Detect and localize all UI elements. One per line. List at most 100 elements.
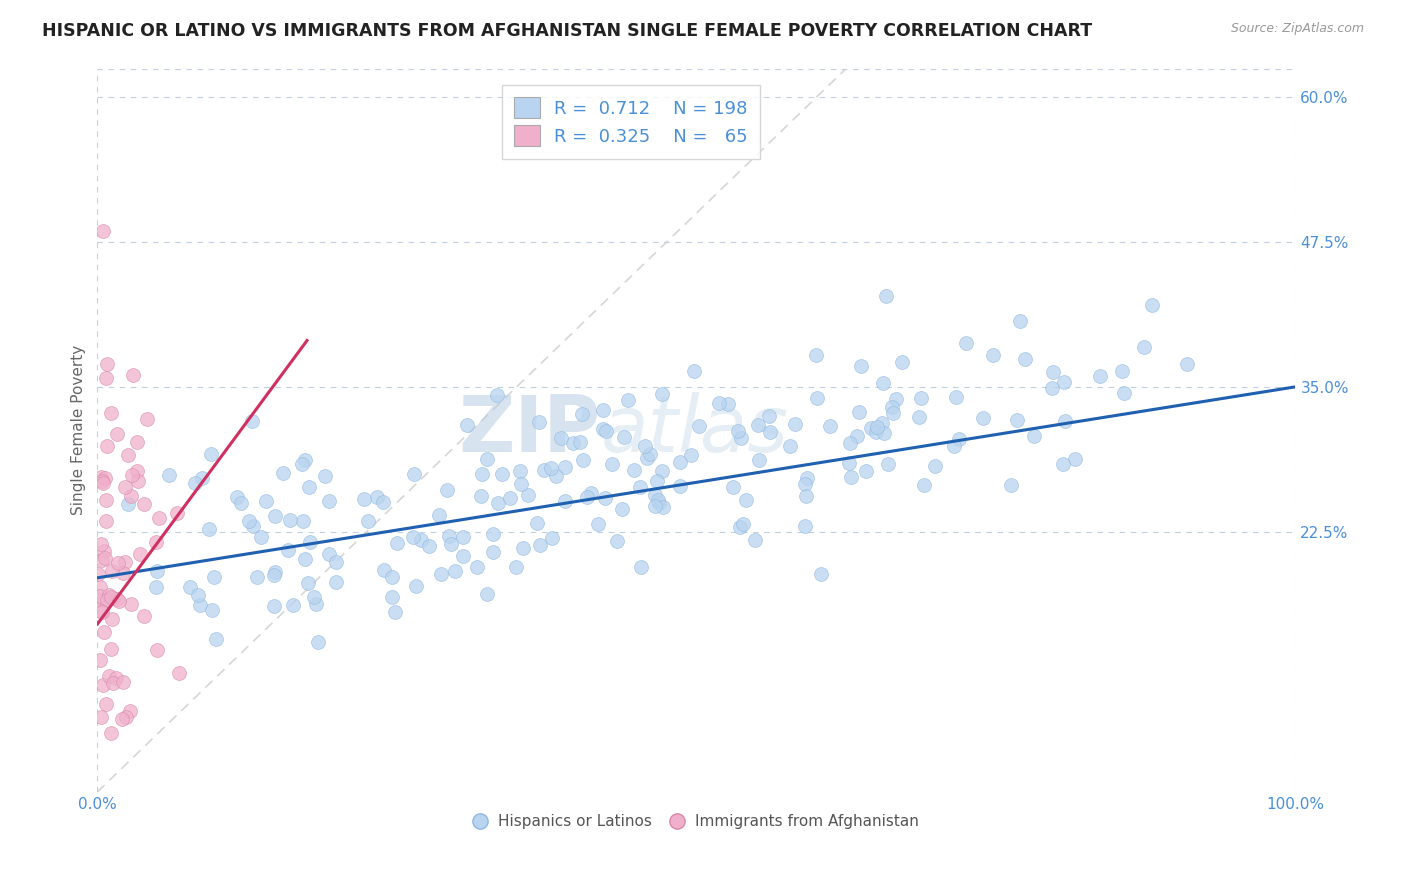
Point [972, 410, 994, 425]
Point [187, 588, 209, 602]
Point [167, 665, 190, 680]
Point [263, 599, 285, 614]
Point [179, 580, 201, 594]
Point [779, 439, 801, 453]
Point [96, 592, 118, 607]
Point [305, 598, 328, 612]
Point [145, 535, 167, 549]
Point [475, 587, 498, 601]
Point [683, 363, 706, 377]
Point [118, 704, 141, 718]
Point [1005, 413, 1028, 427]
Point [717, 397, 740, 411]
Point [184, 475, 207, 490]
Point [105, 427, 128, 442]
Point [848, 405, 870, 419]
Point [512, 541, 534, 555]
Point [440, 537, 463, 551]
Point [568, 434, 591, 449]
Point [314, 468, 336, 483]
Point [529, 538, 551, 552]
Point [592, 422, 614, 436]
Point [148, 511, 170, 525]
Point [90, 475, 112, 489]
Point [104, 671, 127, 685]
Point [89, 589, 111, 603]
Point [202, 570, 225, 584]
Point [636, 450, 658, 465]
Point [117, 497, 139, 511]
Point [644, 499, 666, 513]
Point [101, 564, 124, 578]
Point [1053, 414, 1076, 428]
Point [100, 725, 122, 739]
Point [793, 477, 815, 491]
Point [402, 530, 425, 544]
Point [97, 669, 120, 683]
Point [100, 641, 122, 656]
Point [470, 489, 492, 503]
Point [96, 357, 118, 371]
Point [924, 459, 946, 474]
Point [804, 348, 827, 362]
Point [427, 508, 450, 523]
Point [127, 435, 149, 450]
Point [838, 456, 860, 470]
Point [402, 467, 425, 481]
Point [486, 496, 509, 510]
Point [94, 697, 117, 711]
Point [231, 496, 253, 510]
Point [264, 509, 287, 524]
Point [91, 553, 114, 567]
Point [90, 709, 112, 723]
Point [884, 392, 907, 406]
Point [651, 464, 673, 478]
Point [297, 576, 319, 591]
Point [278, 513, 301, 527]
Point [188, 598, 211, 612]
Point [554, 459, 576, 474]
Point [865, 425, 887, 440]
Point [723, 480, 745, 494]
Point [481, 527, 503, 541]
Point [1140, 298, 1163, 312]
Point [546, 469, 568, 483]
Point [298, 534, 321, 549]
Point [910, 391, 932, 405]
Point [1090, 369, 1112, 384]
Point [100, 590, 122, 604]
Point [595, 424, 617, 438]
Point [783, 417, 806, 431]
Point [499, 491, 522, 505]
Point [357, 514, 380, 528]
Point [728, 519, 751, 533]
Point [845, 429, 868, 443]
Point [647, 474, 669, 488]
Point [451, 530, 474, 544]
Point [1040, 381, 1063, 395]
Point [246, 570, 269, 584]
Point [613, 430, 636, 444]
Point [89, 580, 111, 594]
Point [250, 530, 273, 544]
Point [114, 480, 136, 494]
Point [588, 516, 610, 531]
Point [533, 463, 555, 477]
Point [366, 490, 388, 504]
Point [485, 388, 508, 402]
Point [128, 547, 150, 561]
Point [668, 455, 690, 469]
Point [94, 550, 117, 565]
Point [325, 575, 347, 590]
Point [96, 371, 118, 385]
Point [371, 495, 394, 509]
Point [517, 488, 540, 502]
Point [117, 448, 139, 462]
Point [945, 390, 967, 404]
Point [136, 412, 159, 426]
Point [166, 506, 188, 520]
Point [839, 435, 862, 450]
Point [1133, 340, 1156, 354]
Point [134, 497, 156, 511]
Point [1052, 375, 1074, 389]
